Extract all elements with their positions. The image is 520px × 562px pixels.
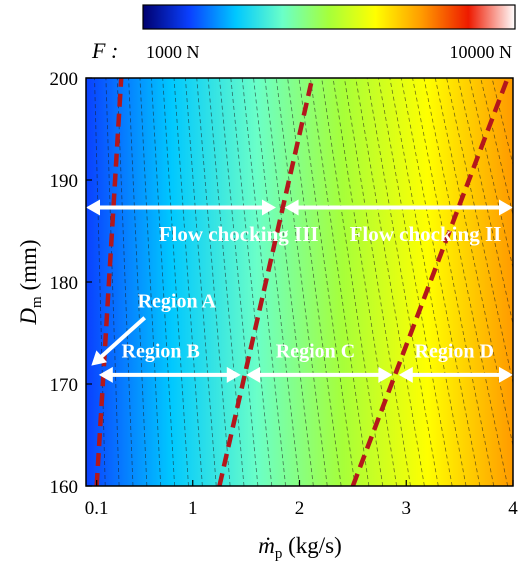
contour-line [94, 78, 106, 486]
x-tick-label: 3 [402, 498, 412, 519]
y-axis-subscript: m [29, 296, 45, 308]
contour-line [150, 78, 176, 486]
annotation-label: Flow chocking II [350, 222, 502, 246]
region-a-pointer [91, 316, 147, 366]
x-axis-title: ṁp (kg/s) [258, 533, 342, 562]
annotation-label: Region D [415, 340, 494, 362]
x-axis-symbol: ṁ [258, 533, 275, 558]
contour-line [128, 78, 148, 486]
contour-line [389, 78, 467, 486]
plot-area: Flow chocking III Flow chocking II Region … [85, 77, 514, 487]
contour-line [332, 78, 398, 486]
colorbar-min-label: 1000 N [146, 42, 200, 62]
y-axis-title: Dm (mm) [16, 239, 45, 325]
x-axis-unit: (kg/s) [282, 533, 341, 558]
contour-line [355, 78, 425, 486]
contour-line [287, 78, 342, 486]
contour-line [139, 78, 162, 486]
contour-line [230, 78, 273, 486]
y-tick-label: 170 [50, 375, 79, 396]
contour-line [366, 78, 439, 486]
contour-line [343, 78, 411, 486]
region-d-range [398, 366, 513, 383]
x-axis-subscript: p [275, 546, 283, 562]
contour-line [321, 78, 384, 486]
annotation-labels: Flow chocking III Flow chocking II Region … [122, 222, 502, 362]
y-tick-label: 160 [50, 477, 79, 498]
y-tick-label: 200 [50, 69, 79, 90]
colorbar-variable-label: F : [91, 38, 118, 63]
contour-line [253, 78, 300, 486]
contour-line [378, 78, 453, 486]
colorbar-max-label: 10000 N [450, 42, 513, 62]
contour-line [162, 78, 189, 486]
contour-line [264, 78, 314, 486]
annotation-arrows [86, 199, 513, 383]
contour-line [275, 78, 328, 486]
flow-chocking-ii-range [284, 199, 513, 216]
y-axis-unit: (mm) [16, 239, 41, 296]
boundary-1 [94, 78, 124, 486]
x-tick-label: 1 [188, 498, 198, 519]
contour-line [219, 78, 259, 486]
x-axis: 0.1 1 2 3 4 [85, 480, 518, 519]
x-tick-label: 0.1 [85, 498, 109, 519]
colorbar-gradient [142, 4, 516, 30]
contour-line [173, 78, 203, 486]
region-c-range [246, 366, 393, 383]
contour-line [105, 78, 120, 486]
heatmap-field [86, 78, 513, 486]
contour-line [412, 78, 495, 486]
contour-lines [94, 78, 513, 486]
contour-line [116, 78, 134, 486]
flow-chocking-iii-range [86, 199, 277, 216]
region-b-range [98, 366, 241, 383]
y-tick-label: 190 [50, 171, 79, 192]
region-boundaries [94, 78, 510, 486]
x-tick-label: 4 [508, 498, 518, 519]
boundary-2 [217, 78, 315, 486]
contour-line [298, 78, 356, 486]
y-axis-symbol: D [16, 308, 41, 326]
y-axis: 160 170 180 190 200 [50, 69, 92, 498]
annotation-label: Region B [122, 340, 200, 362]
contour-line [184, 78, 217, 486]
contour-line [196, 78, 231, 486]
annotation-label: Region C [276, 340, 355, 362]
contour-line [309, 78, 370, 486]
annotation-label: Flow chocking III [159, 222, 319, 246]
contour-line [400, 78, 481, 486]
colorbar: F : 1000 N 10000 N [91, 4, 516, 63]
x-tick-label: 2 [295, 498, 305, 519]
boundary-3 [350, 78, 510, 486]
contour-line [207, 78, 245, 486]
y-tick-label: 180 [50, 273, 79, 294]
annotation-label: Region A [138, 291, 217, 313]
